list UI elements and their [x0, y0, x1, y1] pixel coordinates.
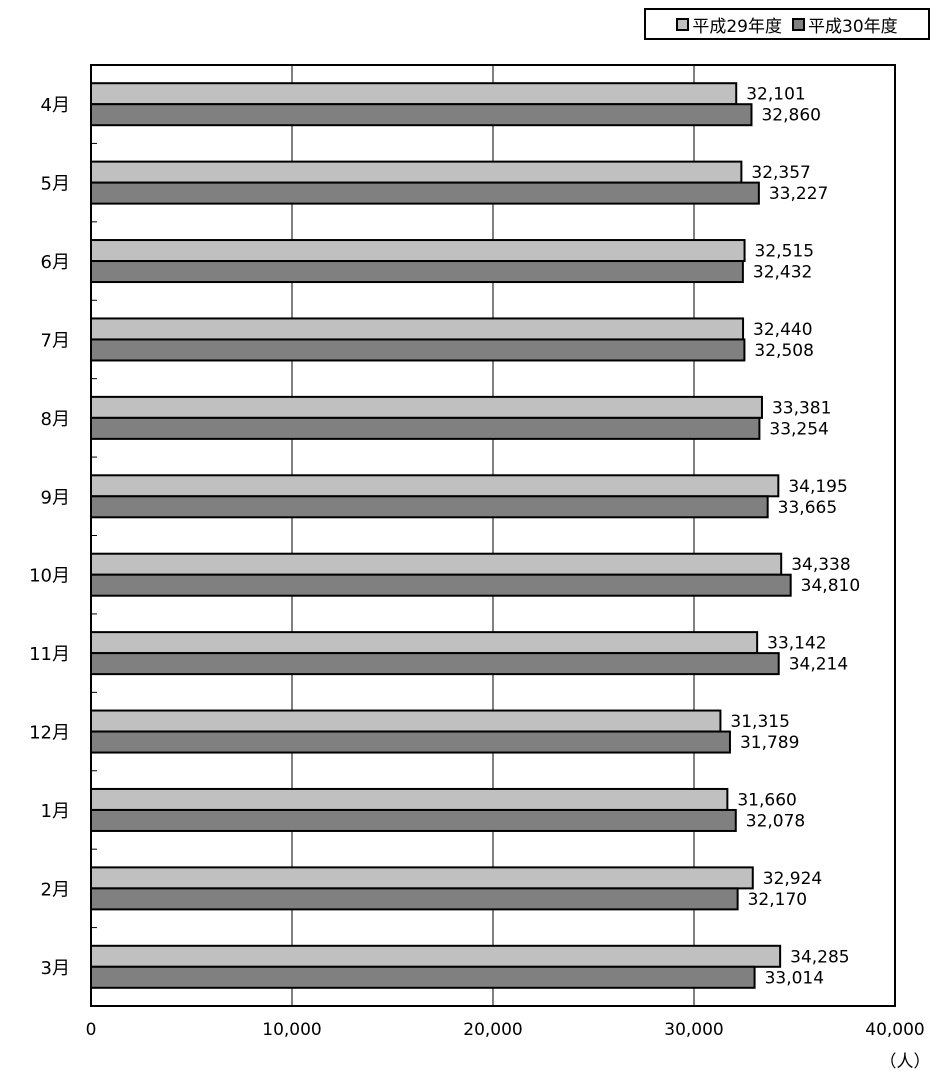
data-label-s0: 34,338: [791, 555, 850, 575]
bar-s0: [90, 474, 780, 498]
data-label-s1: 33,254: [769, 419, 828, 439]
plot-area: [90, 64, 896, 1007]
bar-s0: [90, 552, 783, 576]
category-label: 4月: [41, 95, 70, 116]
legend: 平成29年度 平成30年度: [644, 8, 930, 40]
data-label-s0: 32,515: [755, 242, 814, 262]
bar-s1: [90, 260, 744, 284]
data-label-s0: 32,357: [751, 163, 810, 183]
data-label-s1: 34,214: [789, 655, 848, 675]
data-label-s0: 32,101: [746, 85, 805, 105]
legend-item-h30: 平成30年度: [792, 12, 898, 37]
legend-item-h29: 平成29年度: [676, 12, 782, 37]
bar-s1: [90, 338, 746, 362]
legend-label-h29: 平成29年度: [692, 16, 782, 37]
bar-s1: [90, 573, 792, 597]
bar-s0: [90, 160, 743, 184]
bars: [90, 82, 792, 989]
bar-s1: [90, 965, 756, 989]
bar-s1: [90, 103, 753, 127]
x-tick-label: 10,000: [262, 1020, 321, 1040]
data-label-s0: 33,381: [772, 398, 831, 418]
bar-s0: [90, 944, 782, 968]
category-label: 5月: [41, 174, 70, 195]
x-tick-label: 0: [86, 1020, 97, 1040]
data-label-s0: 31,660: [737, 790, 796, 810]
category-label: 8月: [41, 409, 70, 430]
gridlines: [91, 65, 695, 1006]
bar-s0: [90, 239, 746, 263]
bar-s0: [90, 317, 745, 341]
legend-swatch-h29: [676, 17, 690, 31]
legend-swatch-h30: [792, 17, 805, 31]
bar-s0: [90, 866, 754, 890]
unit-label: （人）: [880, 1052, 931, 1072]
category-label: 7月: [41, 330, 70, 351]
bar-s1: [90, 730, 731, 754]
bar-s1: [90, 887, 739, 911]
bar-s1: [90, 495, 769, 519]
bar-s1: [90, 652, 780, 676]
bar-s1: [90, 181, 760, 205]
category-label: 10月: [29, 566, 70, 587]
data-label-s0: 32,924: [763, 869, 822, 889]
data-label-s1: 32,078: [746, 811, 805, 831]
data-label-s0: 34,195: [788, 477, 847, 497]
category-label: 2月: [41, 879, 70, 900]
data-label-s1: 32,860: [761, 106, 820, 126]
data-label-s0: 34,285: [790, 947, 849, 967]
category-label: 3月: [41, 958, 70, 979]
bar-s1: [90, 416, 761, 440]
category-label: 11月: [29, 644, 70, 665]
category-label: 1月: [41, 801, 70, 822]
data-label-s1: 33,227: [769, 184, 828, 204]
bar-s0: [90, 709, 722, 733]
category-label: 9月: [41, 487, 70, 508]
bar-s0: [90, 82, 738, 106]
data-label-s0: 33,142: [767, 634, 826, 654]
bar-s0: [90, 395, 763, 419]
data-label-s1: 31,789: [740, 733, 799, 753]
data-label-s1: 33,665: [778, 498, 837, 518]
category-label: 12月: [29, 723, 70, 744]
category-label: 6月: [41, 252, 70, 273]
data-label-s0: 32,440: [753, 320, 812, 340]
data-label-s1: 32,432: [753, 263, 812, 283]
legend-label-h30: 平成30年度: [808, 16, 898, 37]
x-tick-label: 20,000: [463, 1020, 522, 1040]
bar-s1: [90, 808, 737, 832]
data-label-s1: 34,810: [801, 576, 860, 596]
data-label-s1: 32,508: [754, 341, 813, 361]
data-label-s0: 31,315: [730, 712, 789, 732]
x-tick-label: 40,000: [865, 1020, 924, 1040]
data-label-s1: 32,170: [748, 890, 807, 910]
bar-s0: [90, 631, 759, 655]
x-tick-label: 30,000: [664, 1020, 723, 1040]
bar-s0: [90, 787, 729, 811]
data-label-s1: 33,014: [765, 968, 824, 988]
